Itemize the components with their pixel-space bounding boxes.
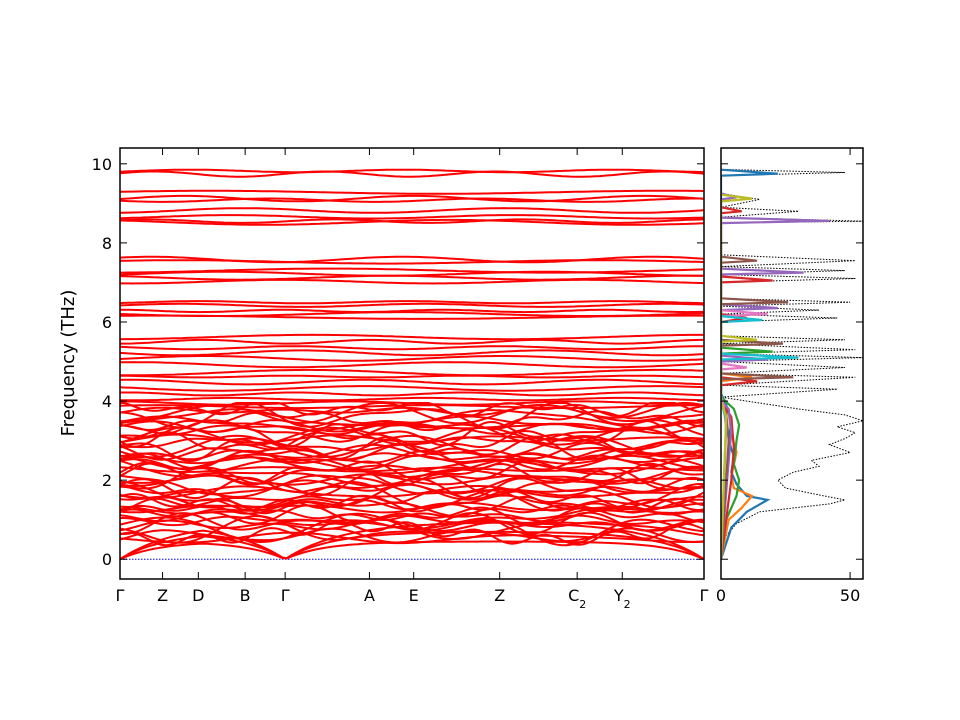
band-line-flat-15 xyxy=(120,300,704,305)
acoustic-branch-1 xyxy=(120,530,704,561)
band-line-dense-33 xyxy=(120,447,704,461)
k-point-label: Γ xyxy=(700,586,709,605)
band-line-flat-4 xyxy=(120,197,704,203)
band-line-flat-24 xyxy=(120,355,704,362)
k-point-label: Γ xyxy=(116,586,125,605)
band-line-dense-15 xyxy=(120,489,704,512)
band-line-flat-17 xyxy=(120,308,704,314)
band-line-flat-19 xyxy=(120,314,704,320)
band-line-dense-17 xyxy=(120,480,704,510)
dos-panel: 0 50 xyxy=(716,147,864,605)
dos-projection-8 xyxy=(721,193,758,560)
y-tick-label: 10 xyxy=(92,155,112,174)
k-point-label: Γ xyxy=(281,586,290,605)
band-line-dense-28 xyxy=(120,456,704,478)
k-point-label: B xyxy=(240,586,251,605)
y-tick-label: 6 xyxy=(102,313,112,332)
band-line-flat-1 xyxy=(120,170,704,178)
band-line-flat-21 xyxy=(120,338,704,345)
acoustic-branch-2 xyxy=(120,521,704,561)
band-line-dense-7 xyxy=(120,514,704,527)
band-line-dense-51 xyxy=(120,402,704,418)
dos-projection-4 xyxy=(721,192,830,560)
band-line-flat-29 xyxy=(120,385,704,392)
band-line-flat-2 xyxy=(120,189,704,195)
band-line-flat-20 xyxy=(120,333,704,341)
band-line-flat-31 xyxy=(120,396,704,402)
k-point-label: A xyxy=(364,586,375,605)
dos-axes-frame xyxy=(720,147,864,580)
band-line-dense-49 xyxy=(120,402,704,425)
y-tick-label: 8 xyxy=(102,234,112,253)
dos-projection-1 xyxy=(721,372,754,560)
band-line-flat-0 xyxy=(120,168,704,174)
k-point-label: C2 xyxy=(568,586,586,611)
k-point-label: E xyxy=(409,586,419,605)
dos-x-tick-label: 0 xyxy=(716,586,726,605)
dos-x-tick-label: 50 xyxy=(840,586,860,605)
band-lines xyxy=(120,168,704,561)
band-line-flat-27 xyxy=(120,374,704,379)
band-line-flat-13 xyxy=(120,274,704,281)
band-line-flat-8 xyxy=(120,218,704,226)
band-line-flat-6 xyxy=(120,214,704,220)
band-line-flat-30 xyxy=(120,391,704,397)
acoustic-branch-0 xyxy=(120,540,704,561)
band-line-dense-38 xyxy=(120,429,704,454)
band-line-flat-10 xyxy=(120,259,704,265)
band-line-dense-14 xyxy=(120,494,704,511)
dos-lines xyxy=(721,148,863,560)
band-line-dense-26 xyxy=(120,460,704,485)
band-line-flat-26 xyxy=(120,368,704,377)
k-point-label: D xyxy=(192,586,204,605)
band-line-dense-25 xyxy=(120,462,704,487)
band-line-flat-5 xyxy=(120,207,704,214)
dos-axis-ticks: 0 50 xyxy=(716,148,863,605)
band-line-dense-47 xyxy=(120,408,704,429)
band-line-dense-21 xyxy=(120,474,704,496)
k-point-label: Z xyxy=(494,586,505,605)
y-axis-label: Frequency (THz) xyxy=(58,290,79,437)
band-line-dense-39 xyxy=(120,433,704,444)
band-line-flat-23 xyxy=(120,349,704,357)
band-line-dense-1 xyxy=(120,527,704,544)
band-line-flat-7 xyxy=(120,218,704,224)
band-line-flat-16 xyxy=(120,302,704,308)
band-line-flat-14 xyxy=(120,278,704,285)
dos-projection-3 xyxy=(721,206,773,560)
k-point-label: Y2 xyxy=(613,586,631,611)
y-tick-label: 2 xyxy=(102,471,112,490)
band-line-dense-50 xyxy=(120,402,704,419)
band-line-flat-22 xyxy=(120,345,704,351)
band-structure-panel: 0 2 4 6 8 10 Γ Z D B Γ A E Z C2 Y2 Γ Frequency (THz) xyxy=(58,147,709,611)
band-line-dense-32 xyxy=(120,443,704,470)
band-axes-frame xyxy=(119,147,705,580)
band-line-flat-28 xyxy=(120,378,704,386)
y-tick-label: 0 xyxy=(102,550,112,569)
band-line-dense-6 xyxy=(120,511,704,536)
band-line-dense-46 xyxy=(120,410,704,432)
band-line-flat-3 xyxy=(120,194,704,203)
band-line-dense-40 xyxy=(120,426,704,446)
band-line-flat-25 xyxy=(120,361,704,369)
y-tick-label: 4 xyxy=(102,392,112,411)
k-point-label: Z xyxy=(157,586,168,605)
band-line-dense-8 xyxy=(120,505,704,530)
dos-total-line xyxy=(721,148,863,560)
